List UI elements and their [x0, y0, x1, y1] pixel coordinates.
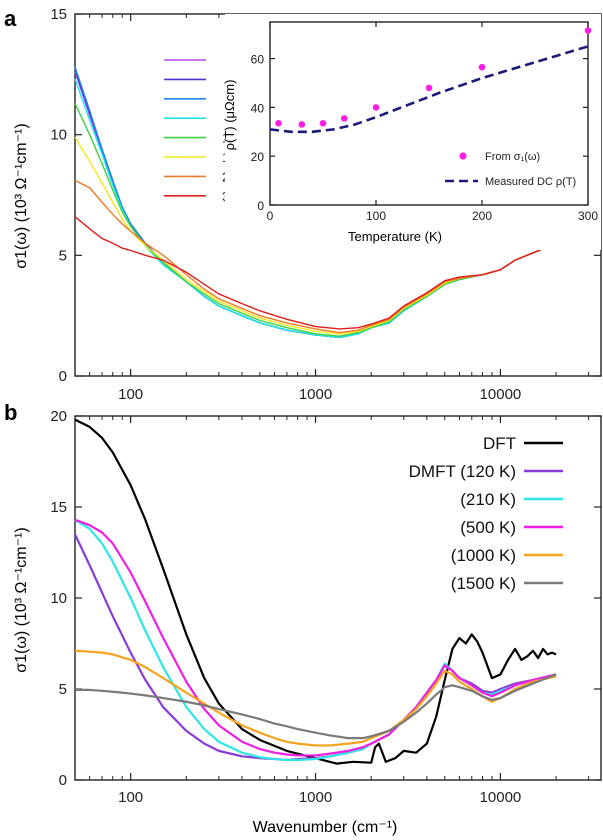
inset-legend-marker [459, 152, 467, 160]
x-tick-label: 1000 [299, 789, 332, 806]
inset-background [225, 14, 601, 250]
y-tick-label: 40 [251, 101, 265, 115]
x-tick-label: 10000 [480, 386, 522, 403]
inset-point [275, 119, 282, 127]
panel-b-legend-label: (500 K) [460, 518, 516, 537]
inset-y-axis-label: ρ(T) (μΩcm) [222, 80, 237, 151]
inset-point [340, 115, 348, 122]
x-tick-label: 10000 [480, 789, 522, 806]
panel-a-series-300k [74, 216, 602, 330]
inset-point [584, 27, 592, 34]
panel-b-legend-label: DFT [483, 434, 516, 453]
inset-frame [269, 21, 589, 206]
x-tick-label: 100 [118, 789, 143, 806]
panel-b-legend-label: (210 K) [460, 490, 516, 509]
panel-a-label: a [4, 6, 17, 31]
inset-point [372, 104, 380, 111]
inset-point [425, 84, 433, 92]
panel-a-y-axis-label: σ1(ω) (10³ Ω⁻¹cm⁻¹) [13, 123, 30, 268]
y-tick-label: 20 [251, 150, 265, 164]
inset-point [319, 119, 327, 127]
panel-b-series-4 [74, 649, 557, 747]
y-tick-label: 15 [50, 6, 67, 23]
panel-b-series-3 [74, 518, 557, 757]
panel-b-plot: 100 1000 10000 0 5 10 15 20 DFT DMFT (120 K) (210 … [50, 408, 602, 806]
panel-b-y-axis-label: σ1(ω) (10³ Ω⁻¹cm⁻¹) [13, 527, 30, 672]
inset-dc-resistivity-line [269, 45, 589, 134]
panel-b-legend-label: (1500 K) [451, 574, 516, 593]
y-tick-label: 15 [50, 499, 67, 516]
x-tick-label: 1000 [299, 386, 332, 403]
inset-legend-label: From σ₁(ω) [485, 151, 540, 163]
panel-a-inset-plot: 0 100 200 300 0 20 40 60 From σ₁(ω) Measured DC ρ… [225, 14, 601, 250]
panel-b-series-5 [75, 673, 557, 740]
x-tick-label: 100 [366, 209, 386, 223]
y-tick-label: 0 [59, 772, 67, 789]
y-tick-label: 5 [59, 681, 67, 698]
inset-point [478, 63, 486, 71]
panel-b-legend-label: (1000 K) [451, 546, 516, 565]
panel-b-series-0 [74, 418, 557, 765]
inset-legend-label: Measured DC ρ(T) [485, 176, 576, 188]
panel-b-label: b [4, 400, 17, 425]
x-tick-label: 100 [118, 386, 143, 403]
x-tick-label: 300 [578, 209, 598, 223]
y-tick-label: 0 [257, 199, 264, 213]
panel-b-series-1 [74, 533, 557, 762]
x-tick-label: 0 [267, 209, 274, 223]
y-tick-label: 10 [50, 590, 67, 607]
y-tick-label: 60 [251, 53, 265, 67]
inset-x-axis-label: Temperature (K) [348, 229, 442, 244]
y-tick-label: 0 [59, 368, 67, 385]
inset-point [298, 121, 306, 128]
panel-b-frame [74, 415, 602, 781]
panel-b-legend-label: DMFT (120 K) [409, 462, 516, 481]
y-tick-label: 20 [50, 408, 67, 425]
x-tick-label: 200 [472, 209, 492, 223]
panel-b-x-axis-label: Wavenumber (cm⁻¹) [253, 819, 398, 836]
y-tick-label: 5 [59, 247, 67, 264]
y-tick-label: 10 [50, 127, 67, 144]
